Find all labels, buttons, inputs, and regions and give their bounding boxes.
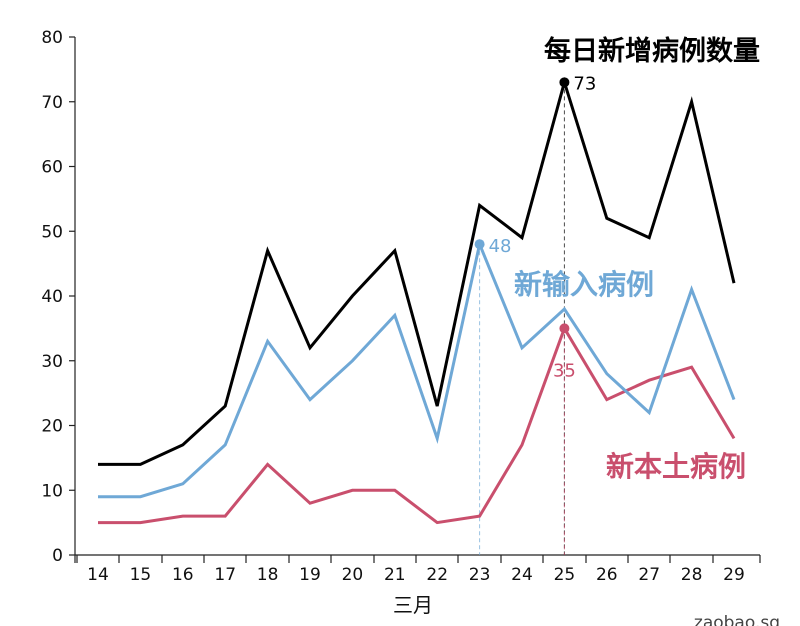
total-series-line [98, 76, 736, 466]
y-tick-label: 40 [41, 287, 63, 307]
data-label: 73 [573, 73, 596, 94]
axes: 0 10 20 30 40 50 60 70 80 14 15 16 17 18 19 20 21 22 23 24 2… [41, 28, 761, 585]
x-axis-label: 三月 [393, 593, 433, 617]
y-tick-label: 0 [52, 546, 63, 566]
watermark: zaobao.sg [694, 613, 780, 626]
annotated-point [559, 323, 570, 334]
x-tick-label: 17 [214, 565, 236, 585]
local-series-line [98, 324, 736, 525]
x-tick-label: 20 [342, 565, 364, 585]
x-tick-label: 23 [469, 565, 491, 585]
y-tick-label: 50 [41, 222, 63, 242]
series-label-imported: 新输入病例 [514, 268, 654, 301]
y-tick-label: 70 [41, 93, 63, 113]
x-tick-label: 16 [172, 565, 194, 585]
data-points: 73 48 35 [474, 73, 596, 381]
x-tick-label: 19 [299, 565, 321, 585]
x-tick-label: 27 [638, 565, 660, 585]
x-tick-label: 21 [384, 565, 406, 585]
y-tick-label: 80 [41, 28, 63, 48]
x-tick-label: 14 [87, 565, 109, 585]
y-tick-label: 10 [41, 481, 63, 501]
imported-series-line [98, 239, 736, 499]
guide-lines [479, 82, 565, 555]
y-tick-label: 60 [41, 158, 63, 178]
x-tick-label: 25 [554, 565, 576, 585]
x-tick-label: 26 [596, 565, 618, 585]
chart-title: 每日新增病例数量 [544, 35, 760, 67]
x-tick-label: 15 [130, 565, 152, 585]
x-tick-label: 22 [426, 565, 448, 585]
annotated-point [474, 239, 485, 250]
x-tick-label: 24 [511, 565, 533, 585]
series-lines [98, 76, 736, 525]
data-label: 35 [553, 360, 576, 381]
x-tick-label: 29 [723, 565, 745, 585]
x-tick-label: 28 [681, 565, 703, 585]
data-label: 48 [489, 236, 512, 257]
annotated-point [559, 77, 570, 88]
y-tick-label: 30 [41, 352, 63, 372]
x-tick-label: 18 [257, 565, 279, 585]
series-label-local: 新本土病例 [606, 450, 746, 483]
y-tick-label: 20 [41, 417, 63, 437]
